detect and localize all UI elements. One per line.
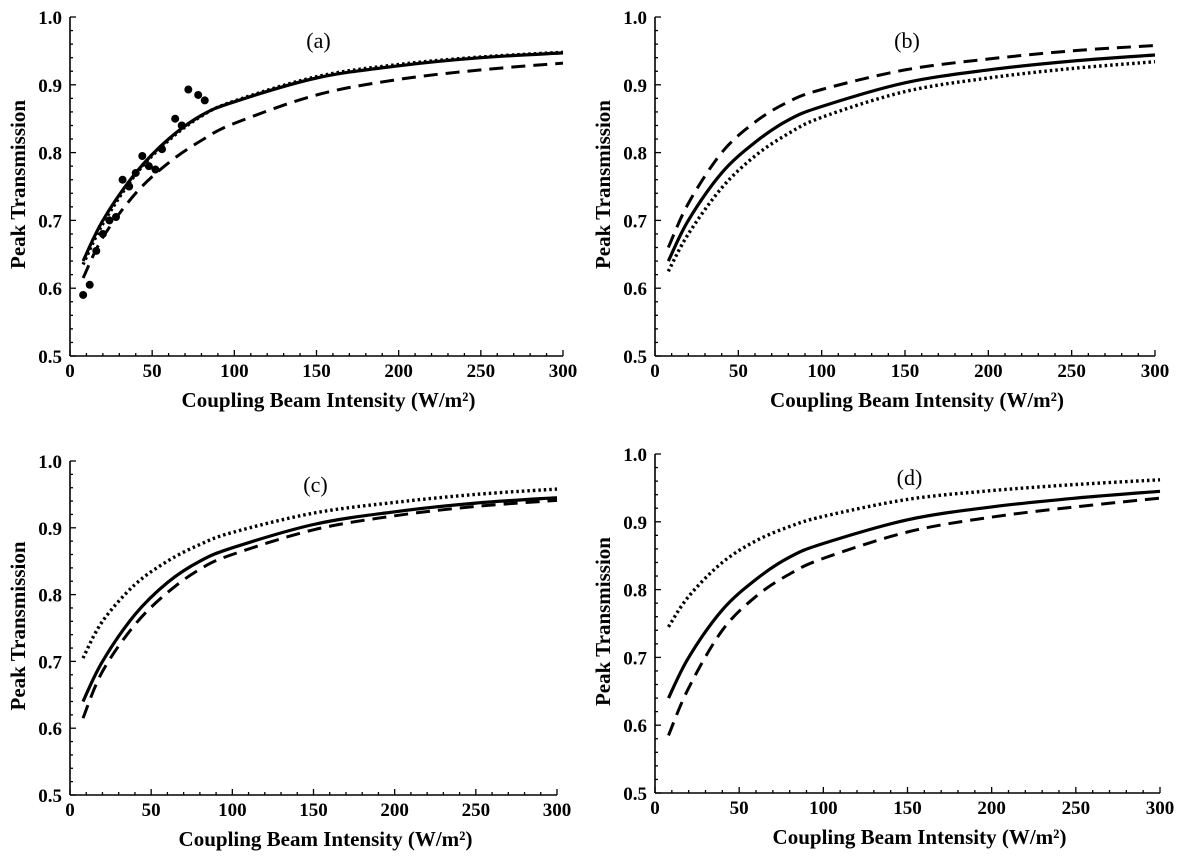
y-tick-label: 1.0 (38, 452, 62, 473)
y-tick-label: 0.9 (623, 513, 647, 534)
x-tick-label: 0 (650, 361, 660, 382)
series-line-dashed (81, 61, 564, 279)
y-tick-label: 0.9 (38, 76, 62, 97)
x-tick-label: 200 (380, 800, 409, 821)
y-tick-label: 0.7 (623, 211, 647, 232)
y-tick-label: 1.0 (38, 8, 62, 29)
data-point (194, 90, 203, 99)
x-tick-label: 200 (384, 361, 413, 382)
data-point (158, 145, 167, 154)
series-line-dotted (81, 487, 558, 659)
x-tick-label: 250 (1057, 361, 1086, 382)
y-tick-label: 0.9 (623, 76, 647, 97)
y-tick-label: 0.7 (38, 211, 62, 232)
chart-panel-b: 0 50 100 150 200 250 300 0.5 0.6 0.7 0.8 0.9 1.0 Coup… (591, 8, 1169, 412)
y-tick-label: 0.6 (38, 719, 62, 740)
series-line-solid (667, 489, 1161, 699)
x-tick-label: 200 (977, 798, 1006, 819)
chart-panel-a: 0 50 100 150 200 250 300 0.5 0.6 0.7 0.8 0.9 1.0 Coup… (6, 8, 577, 412)
y-tick-label: 0.6 (623, 279, 647, 300)
panel-label: (d) (897, 465, 923, 490)
x-tick-label: 100 (218, 800, 247, 821)
data-point (171, 114, 180, 123)
x-axis-title: Coupling Beam Intensity (W/m²) (773, 825, 1067, 849)
series-line-solid (666, 53, 1156, 262)
data-point (79, 290, 88, 299)
series-line-dotted (666, 60, 1156, 273)
y-tick-label: 0.8 (623, 581, 647, 602)
x-tick-label: 0 (65, 361, 75, 382)
x-tick-label: 150 (299, 800, 328, 821)
y-tick-label: 1.0 (623, 445, 647, 466)
data-point (112, 213, 121, 222)
y-axis-title: Peak Transmission (6, 541, 30, 710)
series-line-dashed (81, 498, 558, 719)
x-tick-label: 250 (462, 800, 491, 821)
x-axis-title: Coupling Beam Intensity (W/m²) (770, 388, 1064, 412)
x-tick-label: 300 (1141, 361, 1170, 382)
y-tick-label: 0.8 (38, 144, 62, 165)
data-point (144, 162, 153, 171)
data-point (138, 151, 147, 160)
series-line-dashed (666, 44, 1156, 249)
x-tick-label: 250 (467, 361, 496, 382)
x-tick-label: 50 (142, 800, 161, 821)
y-tick-label: 0.7 (38, 652, 62, 673)
y-tick-label: 0.9 (38, 519, 62, 540)
x-tick-label: 50 (143, 361, 162, 382)
data-point (131, 168, 140, 177)
x-axis-title: Coupling Beam Intensity (W/m²) (182, 388, 476, 412)
x-tick-label: 0 (650, 798, 660, 819)
x-tick-label: 150 (893, 798, 922, 819)
x-tick-label: 150 (302, 361, 331, 382)
x-tick-label: 100 (809, 798, 838, 819)
data-point (125, 182, 134, 191)
panel-label: (b) (894, 28, 920, 53)
data-point (184, 85, 193, 94)
panel-label: (a) (306, 28, 330, 53)
chart-panel-d: 0 50 100 150 200 250 300 0.5 0.6 0.7 0.8 0.9 1.0 Coup… (591, 445, 1174, 849)
x-axis-title: Coupling Beam Intensity (W/m²) (179, 827, 473, 851)
y-tick-label: 0.5 (38, 347, 62, 368)
y-tick-label: 0.8 (623, 144, 647, 165)
y-tick-label: 0.8 (38, 586, 62, 607)
x-tick-label: 300 (543, 800, 572, 821)
y-tick-label: 0.7 (623, 648, 647, 669)
panel-label: (c) (303, 472, 327, 497)
x-tick-label: 0 (65, 800, 75, 821)
y-axis-title: Peak Transmission (6, 100, 30, 269)
data-point (118, 175, 127, 184)
data-point (92, 246, 101, 255)
y-tick-label: 0.6 (38, 279, 62, 300)
data-point (151, 165, 160, 174)
series-line-solid (81, 496, 558, 703)
x-tick-label: 300 (549, 361, 578, 382)
x-tick-label: 50 (729, 361, 748, 382)
x-tick-label: 200 (974, 361, 1003, 382)
y-tick-label: 1.0 (623, 8, 647, 29)
y-axis-title: Peak Transmission (591, 100, 615, 269)
series-line-solid (81, 51, 564, 262)
y-tick-label: 0.5 (623, 347, 647, 368)
y-tick-label: 0.6 (623, 716, 647, 737)
series-line-dashed (667, 496, 1161, 736)
data-point (98, 229, 107, 238)
data-point (200, 96, 209, 105)
x-tick-label: 300 (1146, 798, 1175, 819)
series-line-dotted (81, 50, 564, 266)
x-tick-label: 250 (1062, 798, 1091, 819)
y-axis-title: Peak Transmission (591, 537, 615, 706)
x-tick-label: 50 (730, 798, 749, 819)
series-line-dotted (667, 478, 1161, 628)
y-tick-label: 0.5 (38, 786, 62, 807)
y-tick-label: 0.5 (623, 784, 647, 805)
chart-panel-c: 0 50 100 150 200 250 300 0.5 0.6 0.7 0.8 0.9 1.0 Coup… (6, 452, 571, 851)
x-tick-label: 150 (891, 361, 920, 382)
x-tick-label: 100 (807, 361, 836, 382)
data-point (105, 216, 114, 225)
data-point (177, 121, 186, 130)
x-tick-label: 100 (220, 361, 249, 382)
data-point (85, 280, 94, 289)
